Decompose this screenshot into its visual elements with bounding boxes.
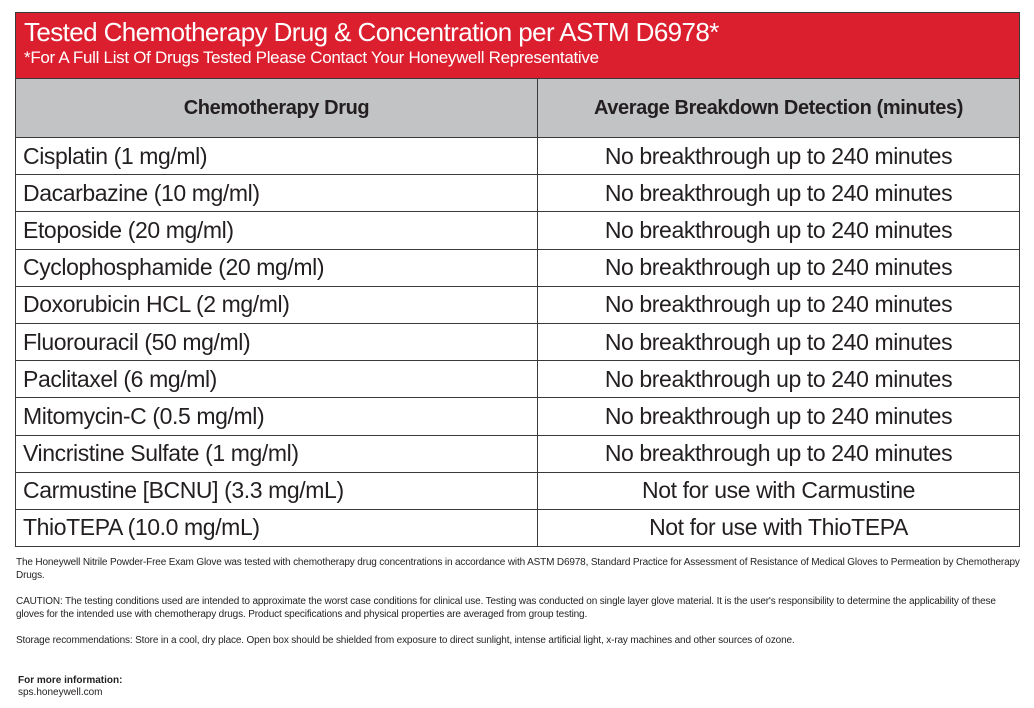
table-row: Dacarbazine (10 mg/ml) No breakthrough up…	[16, 174, 1019, 212]
table-row: Cisplatin (1 mg/ml) No breakthrough up to…	[16, 137, 1019, 175]
detection-cell: No breakthrough up to 240 minutes	[604, 328, 953, 355]
detection-cell: No breakthrough up to 240 minutes	[604, 216, 953, 243]
chemo-table: Tested Chemotherapy Drug & Concentration…	[15, 12, 1020, 548]
detection-cell: No breakthrough up to 240 minutes	[604, 254, 953, 281]
table-header-row: Chemotherapy Drug Average Breakdown Dete…	[16, 79, 1019, 137]
drug-cell: Mitomycin-C (0.5 mg/ml)	[16, 398, 538, 435]
table-banner: Tested Chemotherapy Drug & Concentration…	[16, 13, 1019, 79]
table-row: Paclitaxel (6 mg/ml) No breakthrough up t…	[16, 360, 1019, 398]
footnotes: The Honeywell Nitrile Powder-Free Exam G…	[16, 556, 1021, 660]
table-row: Carmustine [BCNU] (3.3 mg/mL) Not for use…	[16, 471, 1019, 509]
table-row: Cyclophosphamide (20 mg/ml) No breakthrou…	[16, 248, 1019, 286]
table-row: Fluorouracil (50 mg/ml) No breakthrough u…	[16, 322, 1019, 361]
drug-cell: Etoposide (20 mg/ml)	[16, 212, 538, 249]
drug-cell: Carmustine [BCNU] (3.3 mg/mL)	[16, 472, 538, 509]
drug-cell: Dacarbazine (10 mg/ml)	[16, 175, 538, 212]
header-drug: Chemotherapy Drug	[16, 79, 538, 137]
more-info-link[interactable]: sps.honeywell.com	[18, 687, 103, 698]
drug-cell: Doxorubicin HCL (2 mg/ml)	[16, 286, 538, 323]
drug-cell: Cyclophosphamide (20 mg/ml)	[16, 249, 538, 286]
detection-cell: No breakthrough up to 240 minutes	[604, 142, 953, 169]
more-info: For more information: sps.honeywell.com	[18, 675, 122, 699]
drug-cell: Paclitaxel (6 mg/ml)	[16, 361, 538, 398]
drug-cell: Fluorouracil (50 mg/ml)	[16, 323, 538, 361]
detection-cell: No breakthrough up to 240 minutes	[604, 179, 953, 206]
detection-cell: No breakthrough up to 240 minutes	[604, 440, 953, 467]
table-row: Etoposide (20 mg/ml) No breakthrough up t…	[16, 211, 1019, 249]
table-row: Vincristine Sulfate (1 mg/ml) No breakthr…	[16, 434, 1019, 472]
detection-cell: Not for use with ThioTEPA	[649, 514, 908, 541]
detection-cell: Not for use with Carmustine	[642, 477, 915, 504]
header-detection: Average Breakdown Detection (minutes)	[594, 96, 963, 119]
table-row: Doxorubicin HCL (2 mg/ml) No breakthrough…	[16, 285, 1019, 323]
drug-cell: ThioTEPA (10.0 mg/mL)	[16, 509, 538, 547]
detection-cell: No breakthrough up to 240 minutes	[604, 365, 953, 392]
detection-cell: No breakthrough up to 240 minutes	[604, 402, 953, 429]
table-row: ThioTEPA (10.0 mg/mL) Not for use with Th…	[16, 508, 1019, 547]
note-caution: CAUTION: The testing conditions used are…	[16, 596, 996, 620]
more-info-label: For more information:	[18, 675, 123, 686]
note-standard: The Honeywell Nitrile Powder-Free Exam G…	[16, 557, 1020, 581]
table-subtitle: *For A Full List Of Drugs Tested Please …	[24, 48, 599, 67]
drug-cell: Vincristine Sulfate (1 mg/ml)	[16, 435, 538, 472]
note-storage: Storage recommendations: Store in a cool…	[16, 635, 795, 646]
table-row: Mitomycin-C (0.5 mg/ml) No breakthrough u…	[16, 397, 1019, 435]
detection-cell: No breakthrough up to 240 minutes	[604, 291, 953, 318]
table-title: Tested Chemotherapy Drug & Concentration…	[24, 17, 719, 47]
drug-cell: Cisplatin (1 mg/ml)	[16, 138, 538, 175]
